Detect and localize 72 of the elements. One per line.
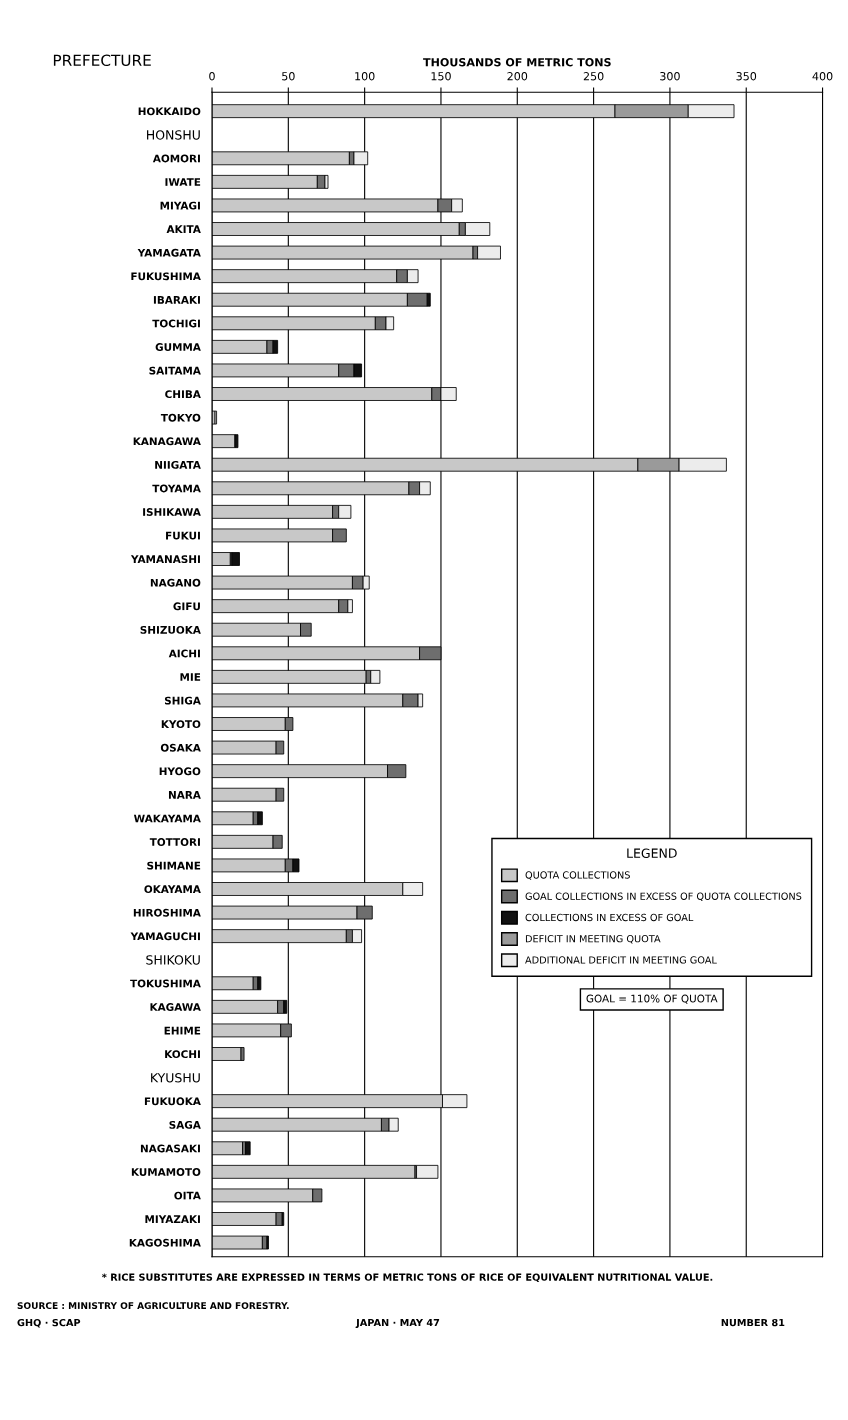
y-tick-label: SHIZUOKA xyxy=(140,625,201,634)
y-tick-label: OSAKA xyxy=(160,743,201,752)
x-tick-label: 400 xyxy=(812,72,833,81)
y-tick-label: TOTTORI xyxy=(149,838,200,846)
x-tick-label: 250 xyxy=(583,72,604,81)
legend-label: QUOTA COLLECTIONS xyxy=(525,871,630,880)
x-tick-label: 200 xyxy=(507,72,528,81)
legend-label: COLLECTIONS IN EXCESS OF GOAL xyxy=(525,913,694,922)
legend-title: LEGEND xyxy=(627,848,677,858)
annotation: GOAL = 110% OF QUOTA xyxy=(586,994,718,1004)
y-tick-label: EHIME xyxy=(164,1026,201,1035)
y-tick-label: IBARAKI xyxy=(153,296,200,304)
y-tick-label: SHIMANE xyxy=(147,861,201,870)
y-tick-label: FUKUOKA xyxy=(144,1097,201,1106)
y-tick-label: KOCHI xyxy=(165,1050,200,1059)
y-tick-label: NARA xyxy=(168,791,201,799)
y-tick-label: YAMAGUCHI xyxy=(130,932,200,941)
y-tick-label: MIYAGI xyxy=(160,201,200,210)
y-tick-label: HIROSHIMA xyxy=(133,908,201,917)
y-tick-label: KAGAWA xyxy=(150,1003,201,1011)
y-tick-label: SAGA xyxy=(169,1120,201,1129)
x-tick-label: 350 xyxy=(736,72,757,81)
y-tick-label: YAMANASHI xyxy=(130,555,200,564)
y-tick-label: TOYAMA xyxy=(152,484,201,493)
legend-label: ADDITIONAL DEFICIT IN MEETING GOAL xyxy=(525,956,717,964)
y-tick-label: TOKUSHIMA xyxy=(130,979,201,988)
text: * RICE SUBSTITUTES ARE EXPRESSED IN TERMS OF METRIC TONS OF RICE OF EQUIVALENT NUTRITIONAL VALUE. xyxy=(101,1273,713,1283)
text: JAPAN · MAY 47 xyxy=(355,1319,440,1329)
x-tick-label: 150 xyxy=(431,72,451,81)
y-tick-label: IWATE xyxy=(165,178,201,186)
y-tick-label: CHIBA xyxy=(165,390,201,399)
y-tick-label: OKAYAMA xyxy=(144,885,201,894)
y-tick-label: TOKYO xyxy=(160,413,201,422)
y-tick-label: NAGASAKI xyxy=(140,1144,200,1153)
x-tick-label: 0 xyxy=(209,72,215,81)
text: NUMBER 81 xyxy=(721,1318,785,1327)
y-tick-label: MIYAZAKI xyxy=(145,1215,200,1223)
y-tick-label: FUKUI xyxy=(166,531,200,540)
legend-label: GOAL COLLECTIONS IN EXCESS OF QUOTA COLLECTIONS xyxy=(525,892,802,901)
y-tick-label: SHIKOKU xyxy=(146,955,200,965)
y-tick-label: ISHIKAWA xyxy=(143,508,201,516)
y-tick-label: OITA xyxy=(174,1191,201,1200)
y-tick-label: HONSHU xyxy=(147,130,200,140)
y-tick-label: AICHI xyxy=(168,649,200,658)
y-tick-label: AKITA xyxy=(166,225,201,233)
source-note: SOURCE : MINISTRY OF AGRICULTURE AND FORESTRY. xyxy=(17,1302,289,1310)
y-tick-label: NIIGATA xyxy=(155,460,201,469)
y-tick-label: WAKAYAMA xyxy=(133,814,201,823)
x-tick-label: 100 xyxy=(355,72,375,81)
y-tick-label: SAITAMA xyxy=(149,366,201,375)
x-tick-label: 300 xyxy=(660,72,680,81)
y-tick-label: HOKKAIDO xyxy=(138,107,201,116)
y-axis-title: PREFECTURE xyxy=(53,54,151,67)
y-tick-label: FUKUSHIMA xyxy=(131,272,201,281)
y-tick-label: KYUSHU xyxy=(151,1073,200,1083)
y-tick-label: GUMMA xyxy=(155,343,201,351)
y-tick-label: TOCHIGI xyxy=(152,319,200,328)
y-tick-label: GIFU xyxy=(173,602,200,611)
y-tick-label: NAGANO xyxy=(150,578,201,587)
y-tick-label: YAMAGATA xyxy=(137,248,201,257)
y-tick-label: KAGOSHIMA xyxy=(129,1238,201,1247)
y-tick-label: MIE xyxy=(180,673,201,681)
y-tick-label: KUMAMOTO xyxy=(131,1168,201,1176)
text: GHQ · SCAP xyxy=(17,1318,81,1328)
y-tick-label: SHIGA xyxy=(164,696,201,705)
y-tick-label: KYOTO xyxy=(161,720,201,729)
x-tick-label: 50 xyxy=(282,72,295,81)
x-axis-title: THOUSANDS OF METRIC TONS xyxy=(423,58,611,67)
y-tick-label: KANAGAWA xyxy=(133,437,201,446)
y-tick-label: HYOGO xyxy=(159,767,201,776)
legend-label: DEFICIT IN MEETING QUOTA xyxy=(525,935,661,944)
y-tick-label: AOMORI xyxy=(152,154,200,163)
